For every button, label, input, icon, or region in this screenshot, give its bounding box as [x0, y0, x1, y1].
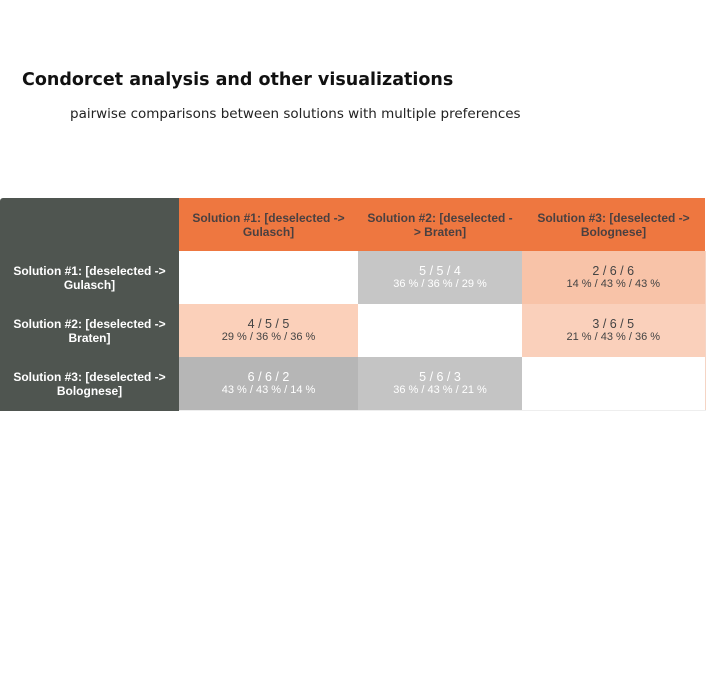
page-subtitle: pairwise comparisons between solutions w… [70, 106, 521, 122]
matrix-cell: 3 / 6 / 5 21 % / 43 % / 36 % [522, 304, 706, 357]
row-header-solution-1: Solution #1: [deselected -> Gulasch] [0, 251, 179, 304]
cell-counts: 5 / 6 / 3 [419, 370, 461, 384]
header-row: Solution #1: [deselected -> Gulasch] Sol… [0, 198, 705, 251]
cell-counts: 5 / 5 / 4 [419, 264, 461, 278]
row-header-solution-2: Solution #2: [deselected -> Braten] [0, 304, 179, 357]
cell-percents: 36 % / 36 % / 29 % [393, 278, 487, 290]
matrix-cell: 6 / 6 / 2 43 % / 43 % / 14 % [179, 357, 358, 411]
cell-percents: 14 % / 43 % / 43 % [566, 278, 661, 290]
matrix-cell: 4 / 5 / 5 29 % / 36 % / 36 % [179, 304, 358, 357]
cell-percents: 29 % / 36 % / 36 % [221, 331, 316, 343]
matrix-cell [358, 304, 522, 357]
matrix-row: Solution #2: [deselected -> Braten] 4 / … [0, 304, 706, 357]
cell-counts: 4 / 5 / 5 [247, 317, 290, 331]
condorcet-matrix: Solution #1: [deselected -> Gulasch] Sol… [0, 198, 706, 411]
column-header-solution-1: Solution #1: [deselected -> Gulasch] [179, 198, 358, 251]
row-header-solution-3: Solution #3: [deselected -> Bolognese] [0, 357, 179, 411]
cell-counts: 2 / 6 / 6 [592, 264, 635, 278]
column-header-solution-3: Solution #3: [deselected -> Bolognese] [522, 198, 705, 251]
matrix-cell [179, 251, 358, 304]
matrix-row: Solution #3: [deselected -> Bolognese] 6… [0, 357, 706, 411]
cell-counts: 6 / 6 / 2 [247, 370, 290, 384]
matrix-cell: 5 / 5 / 4 36 % / 36 % / 29 % [358, 251, 522, 304]
cell-percents: 36 % / 43 % / 21 % [393, 384, 487, 396]
cell-counts: 3 / 6 / 5 [592, 317, 635, 331]
matrix-cell: 5 / 6 / 3 36 % / 43 % / 21 % [358, 357, 522, 411]
matrix-row: Solution #1: [deselected -> Gulasch] 5 /… [0, 251, 706, 304]
matrix-cell: 2 / 6 / 6 14 % / 43 % / 43 % [522, 251, 706, 304]
matrix-cell [522, 357, 706, 411]
cell-percents: 21 % / 43 % / 36 % [566, 331, 661, 343]
page-title: Condorcet analysis and other visualizati… [22, 70, 454, 90]
column-header-solution-2: Solution #2: [deselected -> Braten] [358, 198, 522, 251]
cell-percents: 43 % / 43 % / 14 % [221, 384, 316, 396]
matrix-corner [0, 198, 179, 251]
